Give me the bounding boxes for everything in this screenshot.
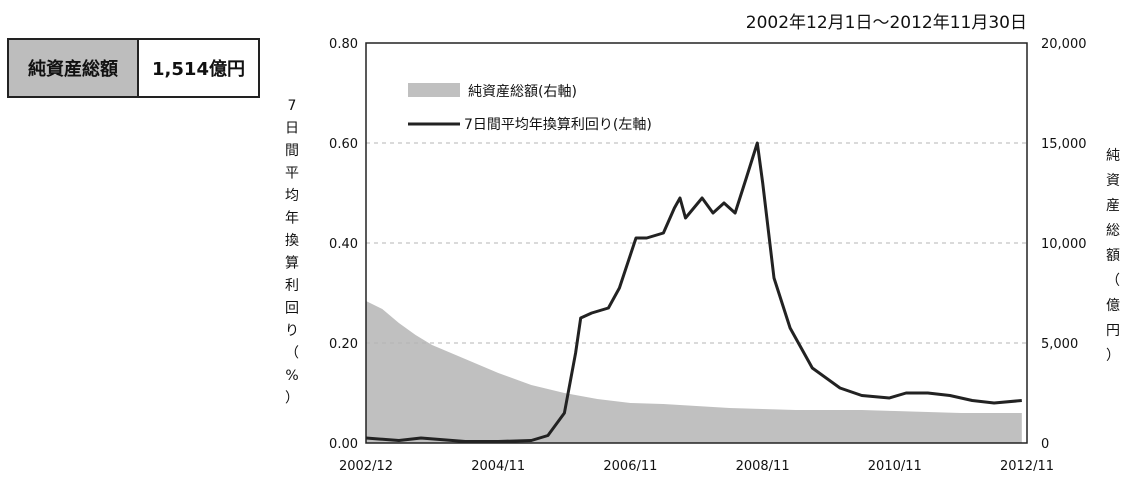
chart-title: 2002年12月1日～2012年11月30日 [746, 13, 1027, 33]
y-left-tick-label: 0.20 [329, 337, 358, 352]
y-right-tick-label: 15,000 [1041, 137, 1087, 152]
x-tick-label: 2008/11 [736, 459, 790, 474]
y-right-tick-label: 0 [1041, 437, 1049, 452]
net-assets-value: 1,514億円 [152, 59, 245, 80]
net-assets-label: 純資産総額 [9, 40, 139, 96]
legend-label-line: 7日間平均年換算利回り(左軸) [464, 117, 652, 133]
net-assets-area [366, 301, 1022, 443]
x-tick-label: 2006/11 [603, 459, 657, 474]
x-tick-label: 2012/11 [1000, 459, 1054, 474]
net-assets-summary-box: 純資産総額 1,514億円 [7, 38, 260, 98]
x-tick-label: 2002/12 [339, 459, 393, 474]
legend-swatch-area [408, 83, 460, 97]
y-left-axis-label: 7 日間平均年換算利回り（%） [285, 98, 299, 407]
y-right-tick-label: 20,000 [1041, 37, 1087, 52]
legend-label-area: 純資産総額(右軸) [468, 84, 577, 100]
y-left-tick-label: 0.80 [329, 37, 358, 52]
y-left-tick-label: 0.00 [329, 437, 358, 452]
x-tick-label: 2004/11 [471, 459, 525, 474]
yield-line [365, 141, 1022, 443]
y-left-tick-label: 0.60 [329, 137, 358, 152]
y-right-tick-label: 10,000 [1041, 237, 1087, 252]
y-left-tick-label: 0.40 [329, 237, 358, 252]
x-tick-label: 2010/11 [868, 459, 922, 474]
y-right-tick-label: 5,000 [1041, 337, 1078, 352]
y-right-axis-label: 純資産総額（億円） [1106, 148, 1120, 364]
plot-frame [365, 42, 1028, 444]
